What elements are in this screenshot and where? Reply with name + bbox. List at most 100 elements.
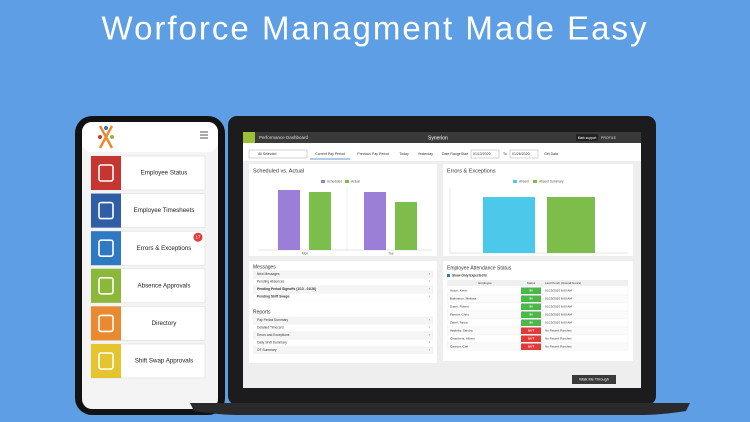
selector[interactable] [248,149,308,159]
menu-icon-glyph [98,201,114,220]
column-header: Status [527,281,536,285]
status-cell [521,311,541,318]
list-row[interactable] [252,293,434,301]
filter-label: Show Only Expected In [452,273,487,277]
bar [278,190,300,250]
status-cell [521,319,541,326]
chevron: › [429,280,431,284]
bar [483,197,535,253]
list-item: Pending Period Signoffs (1/13 - 01/26) [257,287,316,291]
category-label: Tue [388,251,394,255]
menu-label: Employee Status [141,170,188,177]
status-cell [521,343,541,350]
list-row[interactable] [252,324,434,332]
legend-swatch [321,180,325,183]
end-date-field[interactable] [509,149,539,159]
user-button[interactable] [576,134,598,141]
chevron: › [429,348,431,352]
bar [364,192,386,250]
list-item: New Messages [257,272,280,276]
app-menu-button[interactable] [243,132,255,143]
list-item: Errors and Exceptions [257,333,290,337]
badge-label: 17 [196,235,201,240]
list-item: Detailed Timecard [257,326,284,330]
tab[interactable]: Date Range [442,152,461,156]
status-cell [521,335,541,342]
list-item: Daily Shift Summary [257,341,287,345]
status: IN [530,305,533,309]
end-date: 01/26/2020 [512,152,530,156]
legend-label: Absent Summary [539,179,564,183]
phone-header [82,122,218,152]
profile[interactable]: PROFILE [601,136,617,140]
phone-menu-icon[interactable] [200,131,208,139]
walk-button[interactable] [572,375,616,384]
menu-icon-glyph [98,276,114,295]
employee: Chambers, Allison [450,337,475,341]
list-row[interactable] [252,346,434,354]
category-label: Mon [302,251,308,255]
status: OUT [528,329,535,333]
chevron: › [429,333,431,337]
tab[interactable]: Previous Pay Period [357,152,389,156]
top-bar [243,132,641,143]
menu-icon [91,344,121,378]
get-data[interactable]: Get Data [544,152,558,156]
list-row[interactable] [252,270,434,278]
menu-label: Employee Timesheets [134,207,195,214]
headline: Worforce Managment Made Easy [102,10,649,47]
panel-title: Reports [253,309,271,315]
column-header: Employee [478,281,492,285]
last-punch: No Recent Punches [545,345,572,349]
start-date-field[interactable] [470,149,500,159]
list-item: OT Summary [257,348,277,352]
tab[interactable]: Current Pay Period [315,152,345,156]
list-item: Pending Shift Swaps [257,295,290,299]
status-cell [521,327,541,334]
panel-title: Scheduled vs. Actual [253,168,304,174]
legend-label: Scheduled [327,179,342,183]
list-row[interactable] [252,278,434,286]
laptop-base [190,403,690,415]
bar [395,202,417,250]
bar [547,197,595,253]
badge [193,232,203,242]
list-row[interactable] [252,339,434,347]
menu-icon [91,156,121,190]
to-label: To [503,152,507,156]
tab[interactable]: Today [399,152,409,156]
legend-swatch [513,180,517,183]
status: IN [530,297,533,301]
status: IN [530,313,533,317]
list-row[interactable] [252,285,434,293]
status-cell [521,303,541,310]
menu-icon-glyph [98,314,114,333]
checkbox[interactable] [447,274,450,277]
list-row[interactable] [252,316,434,324]
last-punch: 01/15/2020 8:00 AM [545,313,572,317]
employee: Farmer, Chris [450,313,469,317]
tab[interactable]: Yesterday [418,152,434,156]
list-item: Pending Absences [257,280,285,284]
menu-label: Directory [152,320,178,327]
start-date: 01/13/2020 [473,152,491,156]
toolbar [243,143,641,161]
list-row[interactable] [252,331,434,339]
chevron: › [429,326,431,330]
last-punch: 01/15/2020 8:00 AM [545,321,572,325]
walk-button-label: Walk Me Through [579,378,609,382]
employee: Dawn, Robert [450,305,469,309]
brand: Synerion [428,135,448,141]
menu-label: Shift Swap Approvals [135,358,193,365]
start-label: Start [461,152,468,156]
panel-title: Messages [253,264,276,270]
employee: Appleby, Sandra [450,329,473,333]
selector-label: All Selected [258,152,277,156]
employee: Acton, Kevin [450,289,468,293]
errors-panel [443,164,633,256]
column-header: Last Punch (Overall Hours) [545,281,581,285]
menu-icon [91,268,121,303]
status: OUT [528,337,535,341]
legend-swatch [533,180,537,183]
